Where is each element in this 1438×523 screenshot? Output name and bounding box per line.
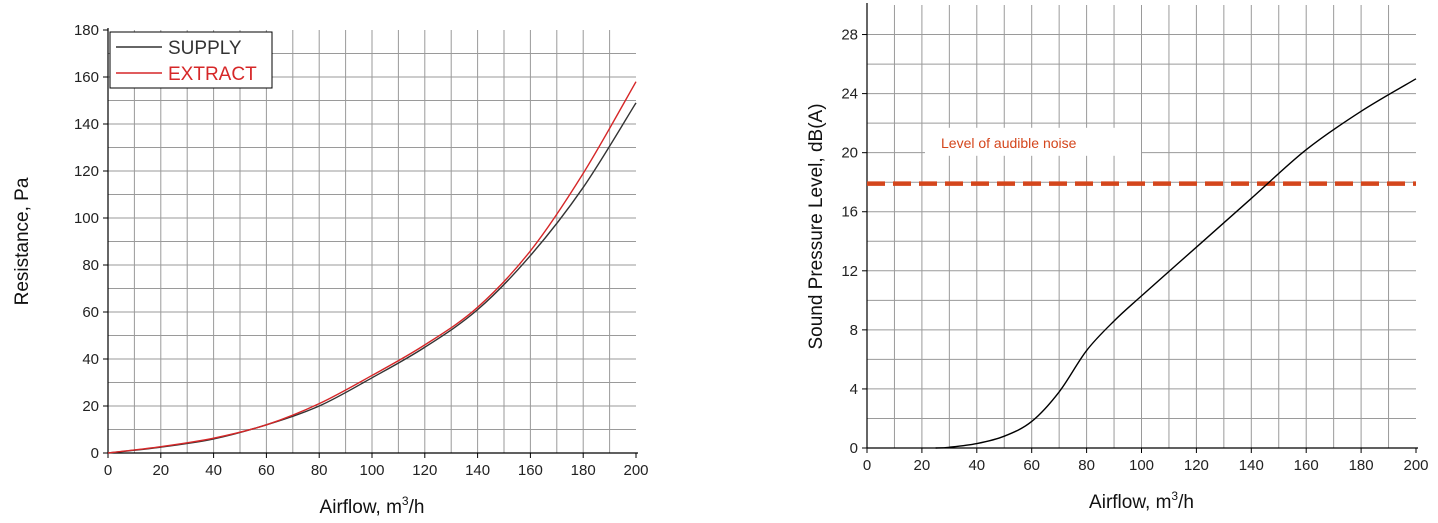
x-tick-label: 200 (623, 462, 648, 479)
y-tick-label: 8 (850, 322, 858, 339)
y-axis-label: Sound Pressure Level, dB(A) (806, 103, 827, 349)
x-tick-label: 140 (1239, 457, 1264, 474)
x-axis-label-suffix: /h (1178, 492, 1194, 513)
x-tick-label: 0 (863, 457, 871, 474)
x-tick-label: 200 (1403, 457, 1428, 474)
legend-label: SUPPLY (168, 38, 242, 59)
resistance-chart: 0 20 40 60 80 100 120 140 160 180 200 0 20 40 60 80 100 1… (12, 22, 649, 518)
x-tick-label: 100 (359, 462, 384, 479)
legend-box (109, 31, 273, 89)
x-tick-label: 120 (412, 462, 437, 479)
reference-label: Level of audible noise (941, 135, 1077, 151)
y-tick-label: 160 (74, 69, 99, 86)
y-tick-label: 40 (82, 351, 99, 368)
y-tick-label: 0 (850, 440, 858, 457)
grid-lines (108, 30, 636, 453)
x-tick-label: 40 (205, 462, 222, 479)
x-tick-label: 0 (104, 462, 112, 479)
x-axis-label: Airflow, m3/h (1089, 489, 1194, 513)
y-tick-label: 80 (82, 257, 99, 274)
y-tick-label: 28 (841, 27, 858, 44)
y-tick-label: 140 (74, 116, 99, 133)
y-tick-label: 100 (74, 210, 99, 227)
x-axis-label-superscript: 3 (402, 494, 409, 508)
x-tick-label: 160 (1294, 457, 1319, 474)
y-tick-label: 20 (82, 398, 99, 415)
x-tick-label: 140 (465, 462, 490, 479)
x-tick-label: 40 (968, 457, 985, 474)
x-tick-label: 80 (1078, 457, 1095, 474)
x-axis-label-text: Airflow, m (320, 497, 402, 518)
x-tick-label: 180 (1349, 457, 1374, 474)
y-tick-label: 20 (841, 145, 858, 162)
x-tick-label: 100 (1129, 457, 1154, 474)
grid-lines (867, 5, 1416, 448)
x-tick-label: 80 (311, 462, 328, 479)
series-line-supply (107, 102, 637, 454)
x-tick-label: 120 (1184, 457, 1209, 474)
y-tick-label: 120 (74, 163, 99, 180)
x-axis-label-suffix: /h (409, 497, 425, 518)
series-line-extract (107, 81, 637, 454)
y-tick-label: 180 (74, 22, 99, 39)
y-tick-label: 0 (91, 445, 99, 462)
y-tick-label: 12 (841, 263, 858, 280)
x-axis-label-superscript: 3 (1171, 489, 1178, 503)
sound-pressure-chart: 0 20 40 60 80 100 120 140 160 180 200 0 4 8 12 16 20 24 28… (806, 3, 1429, 513)
x-axis-label: Airflow, m3/h (320, 494, 425, 518)
y-tick-label: 24 (841, 86, 858, 103)
x-tick-label: 20 (152, 462, 169, 479)
x-tick-label: 180 (571, 462, 596, 479)
legend: SUPPLY EXTRACT (109, 31, 273, 89)
y-tick-label: 60 (82, 304, 99, 321)
x-axis-label-text: Airflow, m (1089, 492, 1171, 513)
x-tick-label: 20 (914, 457, 931, 474)
reference-label-background (925, 127, 1141, 156)
x-tick-label: 60 (1023, 457, 1040, 474)
y-tick-label: 4 (850, 381, 858, 398)
legend-label: EXTRACT (168, 64, 257, 85)
y-tick-label: 16 (841, 204, 858, 221)
x-tick-label: 160 (518, 462, 543, 479)
series-line-main (935, 78, 1417, 449)
y-axis-label: Resistance, Pa (12, 177, 33, 305)
x-tick-label: 60 (258, 462, 275, 479)
